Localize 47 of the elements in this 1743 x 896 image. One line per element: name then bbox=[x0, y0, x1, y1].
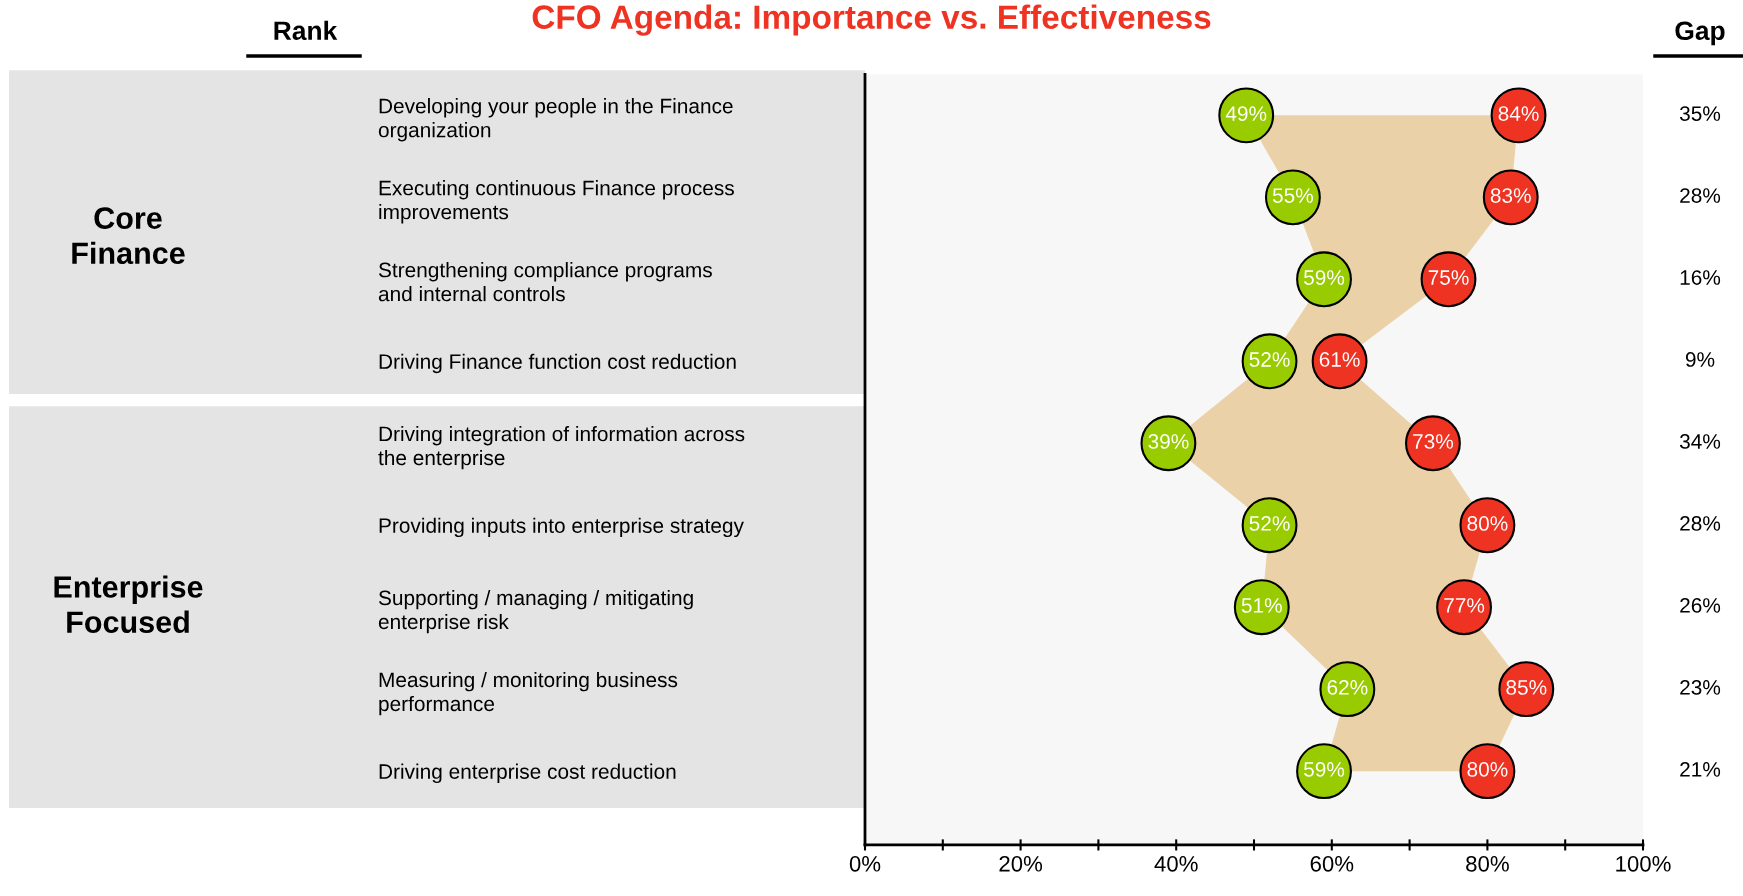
y-tick-label: Providing inputs into enterprise strategy bbox=[379, 517, 744, 538]
data-label: 52% bbox=[1249, 352, 1290, 367]
data-label: 55% bbox=[1272, 188, 1314, 203]
data-label: 59% bbox=[1304, 270, 1345, 285]
y-tick-label: Driving enterprise cost reduction bbox=[379, 763, 676, 784]
text: 35% bbox=[1679, 106, 1721, 121]
data-label: 75% bbox=[1428, 270, 1469, 285]
x-tick-label: 20% bbox=[999, 855, 1043, 872]
x-tick-label: 80% bbox=[1466, 855, 1509, 872]
text: 21% bbox=[1680, 761, 1721, 777]
text: 34% bbox=[1679, 434, 1721, 449]
x-tick-label: 40% bbox=[1154, 855, 1198, 872]
data-label: 52% bbox=[1249, 516, 1290, 531]
data-label: 59% bbox=[1304, 761, 1345, 777]
y-tick-label: Developing your people in the Finance organization bbox=[378, 98, 733, 142]
data-label: 85% bbox=[1506, 680, 1547, 695]
x-tick-label: 0% bbox=[849, 855, 881, 872]
data-label: 80% bbox=[1467, 761, 1508, 777]
data-label: 77% bbox=[1444, 598, 1485, 613]
y-tick-label: Measuring / monitoring business performance bbox=[379, 671, 678, 716]
data-label: 49% bbox=[1225, 106, 1267, 121]
text: 9% bbox=[1685, 352, 1715, 367]
y-tick-label: Executing continuous Finance process improvements bbox=[379, 180, 734, 224]
text: Core Finance bbox=[72, 207, 185, 265]
x-tick-label: 100% bbox=[1616, 855, 1671, 872]
data-label: 84% bbox=[1498, 106, 1539, 121]
data-label: 80% bbox=[1467, 516, 1508, 531]
data-label: 62% bbox=[1327, 680, 1368, 695]
text: Rank bbox=[274, 20, 338, 41]
y-tick-label: Strengthening compliance programs and internal controls bbox=[378, 262, 712, 302]
data-label: 73% bbox=[1413, 434, 1454, 449]
text: 16% bbox=[1680, 270, 1721, 285]
data-label: 51% bbox=[1241, 598, 1282, 613]
y-tick-label: Driving Finance function cost reduction bbox=[379, 353, 736, 374]
text: Enterprise Focused bbox=[54, 575, 203, 633]
text: 23% bbox=[1680, 680, 1721, 695]
chart-title: CFO Agenda: Importance vs. Effectiveness bbox=[532, 4, 1211, 36]
data-label: 39% bbox=[1148, 434, 1189, 449]
text: 26% bbox=[1680, 598, 1721, 613]
y-tick-label: Supporting / managing / mitigating enterprise risk bbox=[378, 589, 693, 634]
y-tick-label: Driving integration of information across the enterprise bbox=[378, 425, 745, 470]
text: 28% bbox=[1680, 188, 1721, 203]
x-tick-label: 60% bbox=[1310, 855, 1354, 872]
data-label: 83% bbox=[1490, 188, 1531, 203]
text: Gap bbox=[1675, 21, 1725, 46]
data-label: 61% bbox=[1319, 352, 1360, 367]
text: 28% bbox=[1680, 516, 1721, 531]
